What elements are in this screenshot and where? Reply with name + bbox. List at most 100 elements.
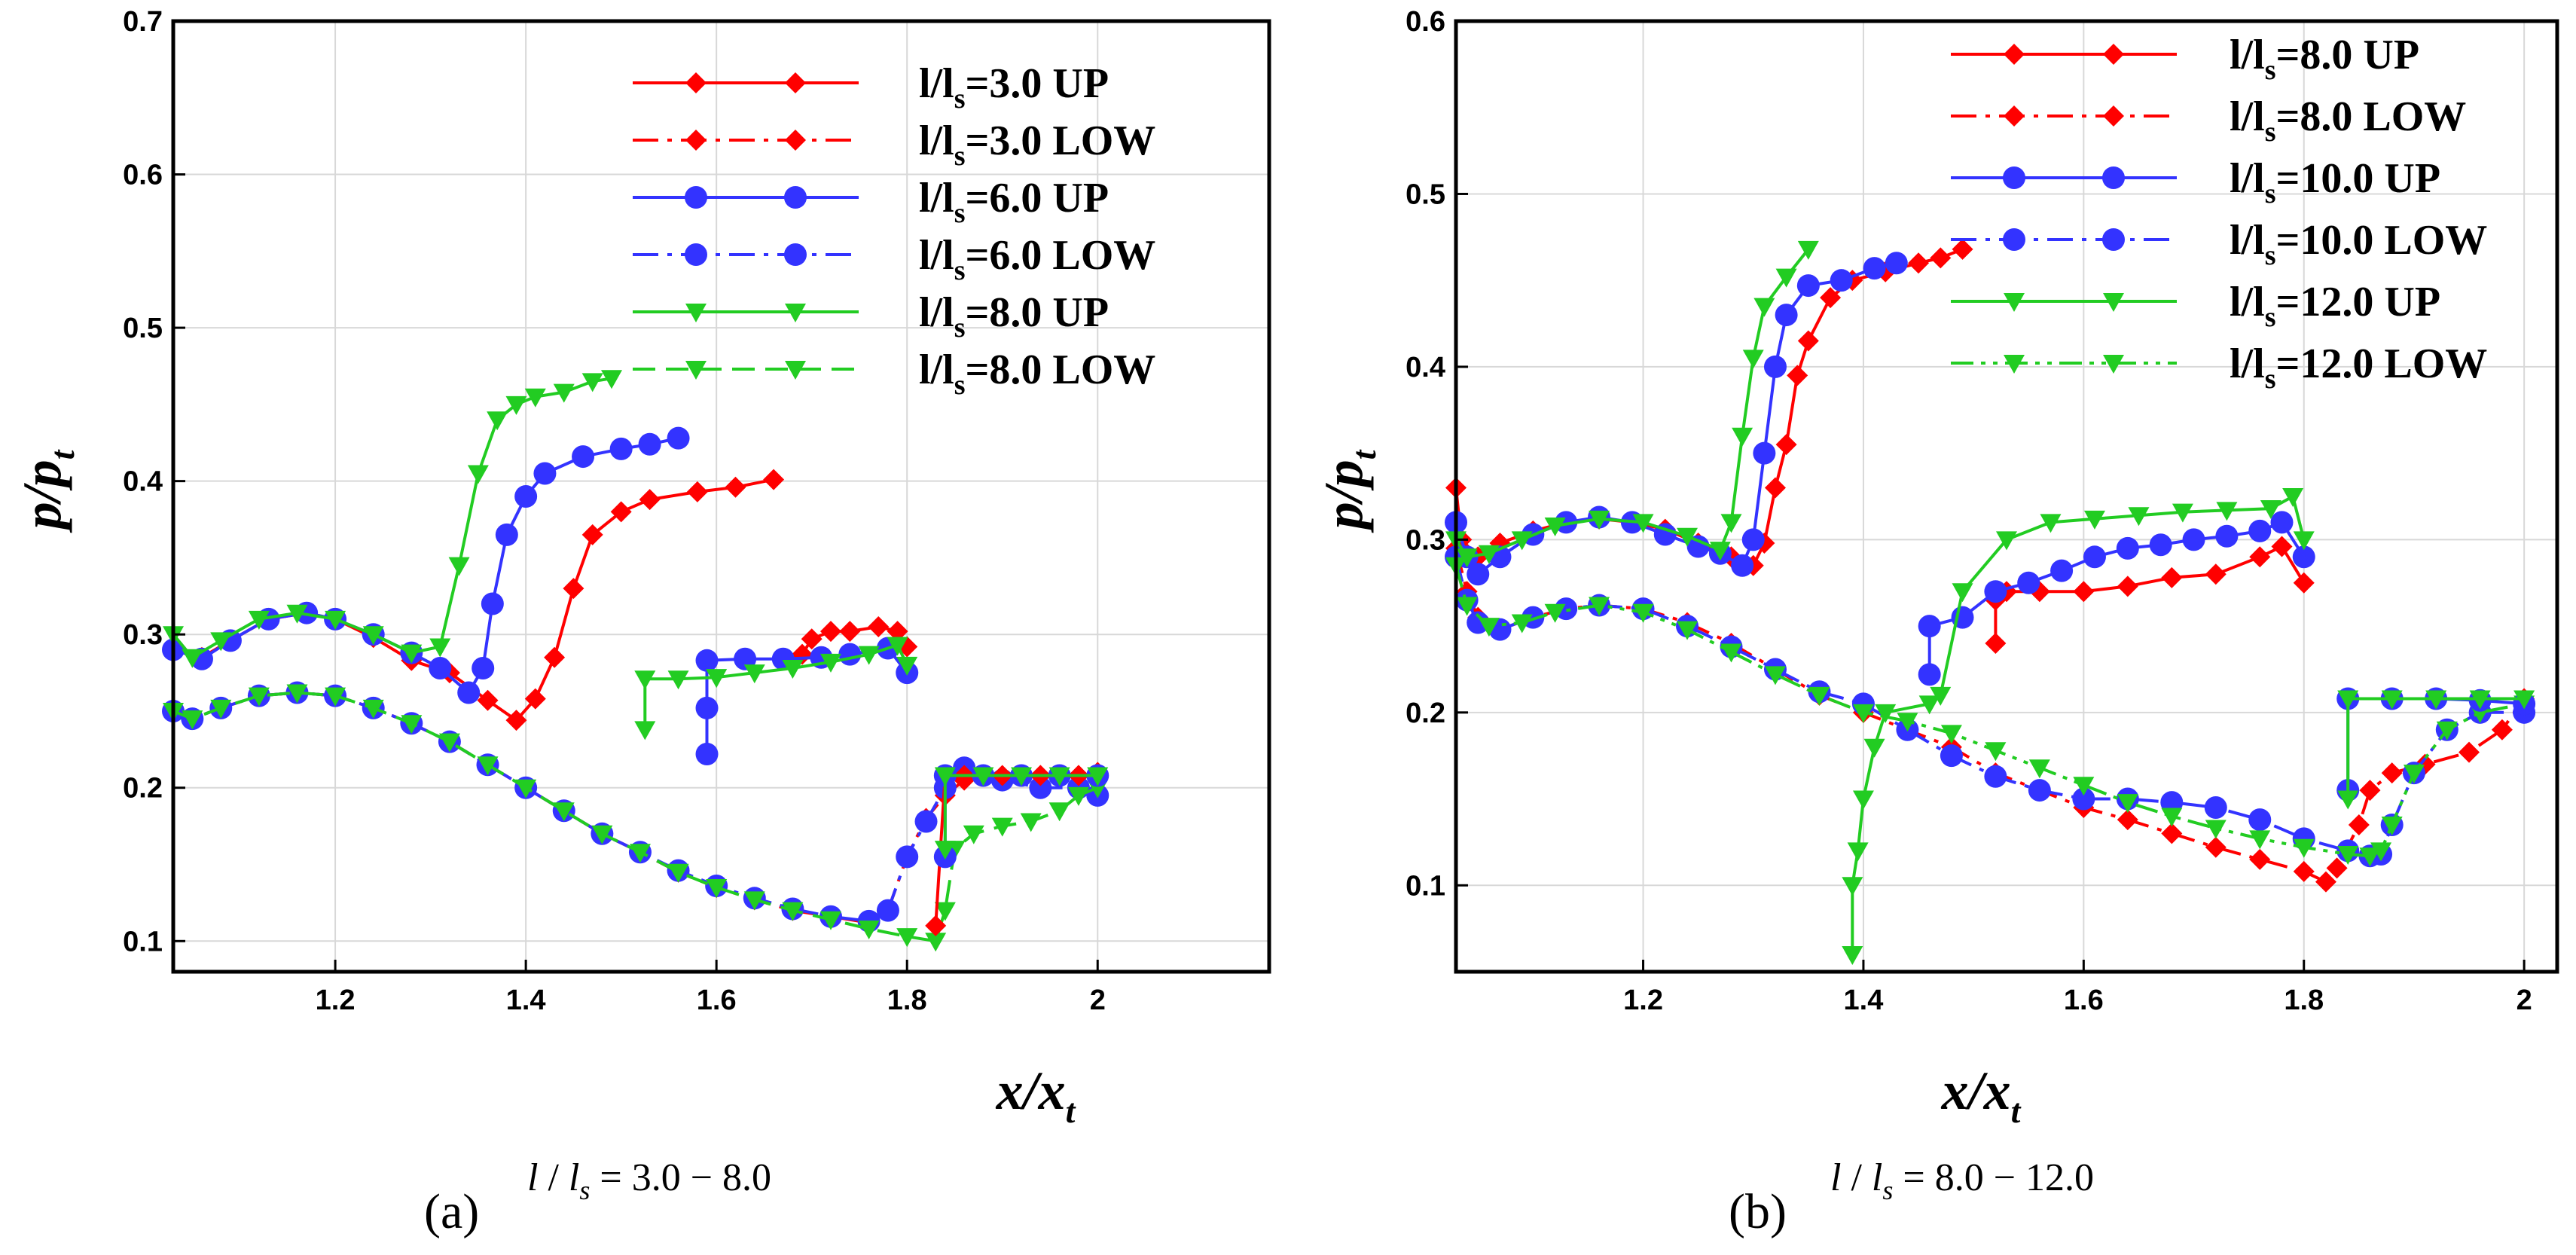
data-point	[495, 523, 518, 546]
data-point	[2326, 857, 2348, 879]
data-point	[2161, 566, 2183, 588]
data-point	[210, 632, 232, 652]
data-point	[1984, 765, 2007, 788]
data-point	[362, 699, 384, 719]
data-point	[401, 715, 423, 734]
legend-entry: l/ls=6.0 LOW	[633, 232, 1155, 286]
data-point	[2248, 808, 2272, 832]
data-point	[2161, 808, 2183, 827]
data-point	[667, 670, 689, 690]
data-point	[838, 643, 862, 666]
data-point	[972, 767, 994, 786]
data-point	[686, 481, 708, 502]
data-point	[553, 802, 575, 822]
series-line	[2346, 697, 2525, 799]
y-tick-label: 0.3	[1406, 524, 1445, 556]
legend-label: l/ls=3.0 UP	[919, 60, 1109, 115]
data-point	[2116, 536, 2139, 560]
data-point	[1940, 725, 1962, 744]
series-l-l-s-6.0-up	[162, 426, 690, 704]
data-point	[481, 592, 504, 615]
data-point	[2072, 787, 2095, 811]
data-point	[2491, 719, 2513, 740]
panel-caption-formula: l / ls = 3.0 − 8.0	[527, 1156, 771, 1205]
legend-marker	[685, 361, 707, 380]
data-point	[457, 681, 481, 704]
data-point	[1720, 514, 1742, 533]
panel-a: 1.2 1.4 1.6 1.8 2 0.1 0.2 0.3 0.4 0.5 0.6 0.7 x/xt p/…	[12, 6, 1271, 1239]
data-point	[667, 863, 689, 883]
data-point	[1820, 287, 1842, 309]
data-point	[2117, 576, 2138, 597]
legend-entry: l/ls=8.0 LOW	[1951, 93, 2466, 148]
x-axis-title: x/xt	[1941, 1061, 2022, 1130]
axes-frame	[1454, 19, 2559, 974]
data-point	[1467, 563, 1490, 586]
data-point	[1011, 767, 1033, 786]
data-point	[2249, 848, 2271, 870]
legend-marker	[2004, 293, 2025, 312]
data-point	[991, 817, 1013, 837]
y-axis-title: p/pt	[12, 449, 81, 533]
series-extra-7	[1918, 511, 2315, 686]
data-point	[1985, 742, 2007, 762]
data-point	[1589, 597, 1610, 616]
data-point	[2205, 820, 2227, 839]
data-point	[2083, 545, 2106, 569]
grid	[1456, 20, 2557, 972]
panel-caption-label: (a)	[424, 1184, 479, 1239]
data-point	[858, 921, 880, 940]
x-tick-label: 2	[1090, 985, 1106, 1016]
data-point	[1796, 274, 1820, 298]
data-point	[667, 426, 690, 450]
data-point	[429, 656, 452, 679]
legend-marker	[2103, 355, 2124, 374]
data-point	[639, 489, 661, 511]
data-point	[2204, 796, 2227, 820]
data-point	[1067, 786, 1089, 806]
data-point	[2293, 572, 2315, 594]
data-point	[963, 825, 984, 844]
data-point	[1087, 767, 1109, 786]
legend-entry: l/ls=6.0 UP	[633, 175, 1109, 229]
y-tick-label: 0.7	[123, 6, 163, 38]
data-point	[1048, 767, 1070, 786]
data-point	[1456, 548, 1478, 568]
legend-label: l/ls=8.0 UP	[919, 289, 1109, 344]
legend-marker	[784, 243, 807, 266]
x-tick-label: 2	[2516, 985, 2532, 1016]
data-point	[1753, 441, 1776, 465]
data-point	[2249, 546, 2271, 568]
data-point	[1830, 269, 1853, 292]
data-point	[1731, 554, 1754, 577]
data-point	[2182, 528, 2205, 551]
data-point	[1511, 614, 1533, 634]
legend-marker	[785, 130, 806, 151]
legend-marker	[2003, 166, 2025, 189]
y-tick-label: 0.2	[123, 773, 163, 805]
data-point	[1555, 511, 1578, 534]
data-point	[695, 742, 719, 765]
data-point	[362, 626, 384, 646]
legend-label: l/ls=10.0 LOW	[2230, 217, 2487, 271]
data-point	[581, 524, 603, 545]
data-point	[2128, 507, 2150, 527]
legend-marker	[2004, 355, 2025, 374]
data-point	[2117, 794, 2138, 814]
data-point	[1797, 240, 1819, 260]
legend-entry: l/ls=12.0 UP	[1951, 279, 2440, 333]
data-point	[553, 383, 575, 403]
legend-label: l/ls=3.0 LOW	[919, 118, 1155, 172]
data-point	[896, 928, 918, 948]
series-extra-10	[2337, 690, 2535, 810]
data-point	[477, 689, 499, 711]
data-point	[2436, 721, 2458, 740]
legend-entry: l/ls=10.0 UP	[1951, 155, 2440, 209]
data-point	[1885, 252, 1908, 275]
data-point	[1589, 510, 1610, 530]
data-point	[1930, 247, 1952, 269]
data-point	[286, 684, 308, 704]
legend-label: l/ls=6.0 UP	[919, 175, 1109, 229]
legend-label: l/ls=12.0 UP	[2230, 279, 2440, 333]
